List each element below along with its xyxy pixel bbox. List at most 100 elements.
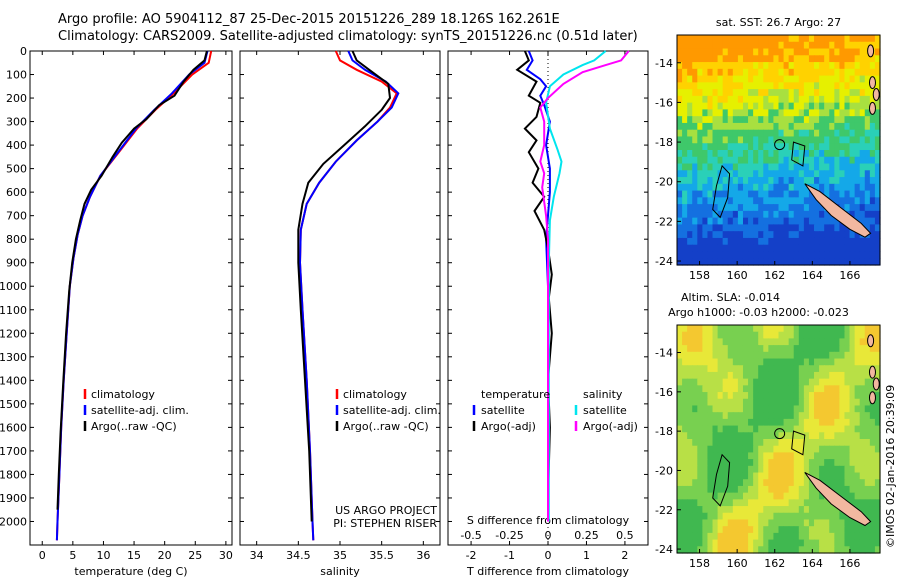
map-cell bbox=[844, 459, 851, 467]
map-cell bbox=[808, 68, 815, 77]
map-cell bbox=[722, 204, 729, 212]
map-cell bbox=[839, 392, 846, 400]
map-cell bbox=[722, 338, 729, 346]
map-cell bbox=[854, 398, 861, 407]
map-cell bbox=[854, 365, 861, 373]
map-cell bbox=[798, 405, 805, 413]
map-cell bbox=[697, 532, 703, 541]
map-cell bbox=[834, 526, 840, 534]
map-cell bbox=[824, 89, 830, 97]
map-cell bbox=[722, 231, 729, 239]
map-cell bbox=[829, 351, 835, 360]
map-cell bbox=[732, 210, 739, 219]
map-cell bbox=[697, 452, 703, 460]
map-cell bbox=[682, 102, 688, 111]
map-cell bbox=[834, 89, 840, 97]
map-cell bbox=[783, 204, 790, 212]
map-cell bbox=[808, 224, 815, 232]
map-cell bbox=[748, 35, 754, 43]
map-cell bbox=[707, 48, 714, 56]
map-cell bbox=[702, 506, 709, 514]
s-tick-label: -0.5 bbox=[460, 529, 481, 542]
map-cell bbox=[824, 405, 830, 413]
map-cell bbox=[682, 398, 688, 407]
map-cell bbox=[753, 546, 759, 554]
map-cell bbox=[793, 485, 800, 494]
map-cell bbox=[839, 89, 846, 97]
map-cell bbox=[803, 445, 810, 454]
map-cell bbox=[824, 425, 830, 433]
map-cell bbox=[702, 231, 709, 239]
map-cell bbox=[854, 68, 861, 77]
map-cell bbox=[737, 231, 744, 239]
map-cell bbox=[793, 492, 800, 500]
map-cell bbox=[859, 244, 866, 253]
map-cell bbox=[687, 75, 693, 83]
map-cell bbox=[798, 418, 805, 427]
map-cell bbox=[808, 345, 815, 353]
map-cell bbox=[722, 499, 729, 507]
map-cell bbox=[692, 532, 698, 541]
map-cell bbox=[763, 371, 769, 380]
map-cell bbox=[798, 170, 805, 178]
map-cell bbox=[869, 412, 876, 420]
y-tick-label: 1500 bbox=[0, 398, 27, 411]
map-cell bbox=[768, 231, 775, 239]
map-cell bbox=[712, 405, 719, 413]
map-cell bbox=[783, 82, 790, 90]
map-cell bbox=[702, 55, 709, 63]
map-cell bbox=[722, 109, 729, 117]
map-cell bbox=[788, 351, 795, 360]
map-cell bbox=[692, 116, 698, 124]
map-cell bbox=[824, 163, 830, 171]
map-cell bbox=[874, 539, 881, 547]
map-cell bbox=[707, 122, 714, 131]
map-cell bbox=[824, 68, 830, 77]
map-cell bbox=[748, 116, 754, 124]
map-cell bbox=[742, 41, 749, 50]
map-cell bbox=[869, 418, 876, 427]
map-cell bbox=[687, 183, 693, 192]
map-cell bbox=[829, 129, 835, 138]
map-cell bbox=[768, 129, 775, 138]
map-cell bbox=[677, 325, 683, 333]
map-cell bbox=[834, 392, 840, 400]
map-cell bbox=[707, 378, 714, 386]
map-x-tick-label: 162 bbox=[764, 269, 785, 282]
map-cell bbox=[788, 405, 795, 413]
map-cell bbox=[697, 459, 703, 467]
map-cell bbox=[727, 244, 734, 253]
map-cell bbox=[859, 398, 866, 407]
map-cell bbox=[753, 217, 759, 226]
map-cell bbox=[677, 445, 683, 454]
map-cell bbox=[803, 492, 810, 500]
map-cell bbox=[748, 122, 754, 131]
map-cell bbox=[864, 41, 871, 50]
map-cell bbox=[773, 210, 780, 219]
map-cell bbox=[697, 425, 703, 433]
map-cell bbox=[849, 439, 856, 447]
map-cell bbox=[727, 41, 734, 50]
map-cell bbox=[844, 539, 851, 547]
map-cell bbox=[824, 432, 830, 440]
map-cell bbox=[717, 351, 724, 360]
map-cell bbox=[829, 190, 835, 198]
map-cell bbox=[778, 325, 785, 333]
map-cell bbox=[839, 190, 846, 198]
map-cell bbox=[702, 237, 709, 246]
map-cell bbox=[677, 143, 683, 151]
map-cell bbox=[692, 95, 698, 104]
map-cell bbox=[864, 398, 871, 407]
map-cell bbox=[687, 325, 693, 333]
map-cell bbox=[748, 452, 754, 460]
map-cell bbox=[687, 405, 693, 413]
map-cell bbox=[753, 224, 759, 232]
map-cell bbox=[717, 55, 724, 63]
map-cell bbox=[768, 378, 775, 386]
map-cell bbox=[778, 251, 785, 259]
map-cell bbox=[697, 385, 703, 393]
map-cell bbox=[839, 109, 846, 117]
map-cell bbox=[682, 331, 688, 340]
map-cell bbox=[763, 425, 769, 433]
map-x-tick-label: 160 bbox=[727, 557, 748, 570]
